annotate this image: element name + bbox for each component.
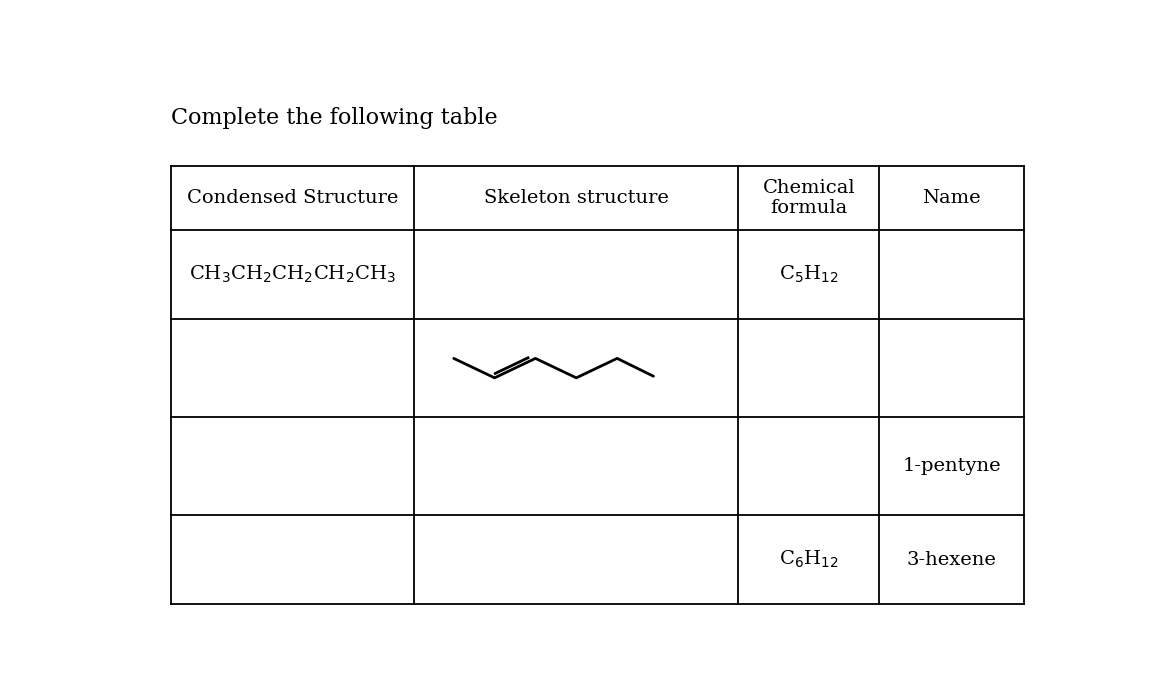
Text: Name: Name <box>922 189 981 207</box>
Text: C$_5$H$_{12}$: C$_5$H$_{12}$ <box>779 264 838 285</box>
Text: 1-pentyne: 1-pentyne <box>902 457 1000 475</box>
Text: Skeleton structure: Skeleton structure <box>484 189 668 207</box>
Text: CH$_3$CH$_2$CH$_2$CH$_2$CH$_3$: CH$_3$CH$_2$CH$_2$CH$_2$CH$_3$ <box>189 264 396 285</box>
Text: 3-hexene: 3-hexene <box>907 551 997 569</box>
Text: Condensed Structure: Condensed Structure <box>187 189 399 207</box>
Text: C$_6$H$_{12}$: C$_6$H$_{12}$ <box>779 549 838 570</box>
Text: Complete the following table: Complete the following table <box>171 107 498 129</box>
Text: Chemical
formula: Chemical formula <box>763 179 855 217</box>
